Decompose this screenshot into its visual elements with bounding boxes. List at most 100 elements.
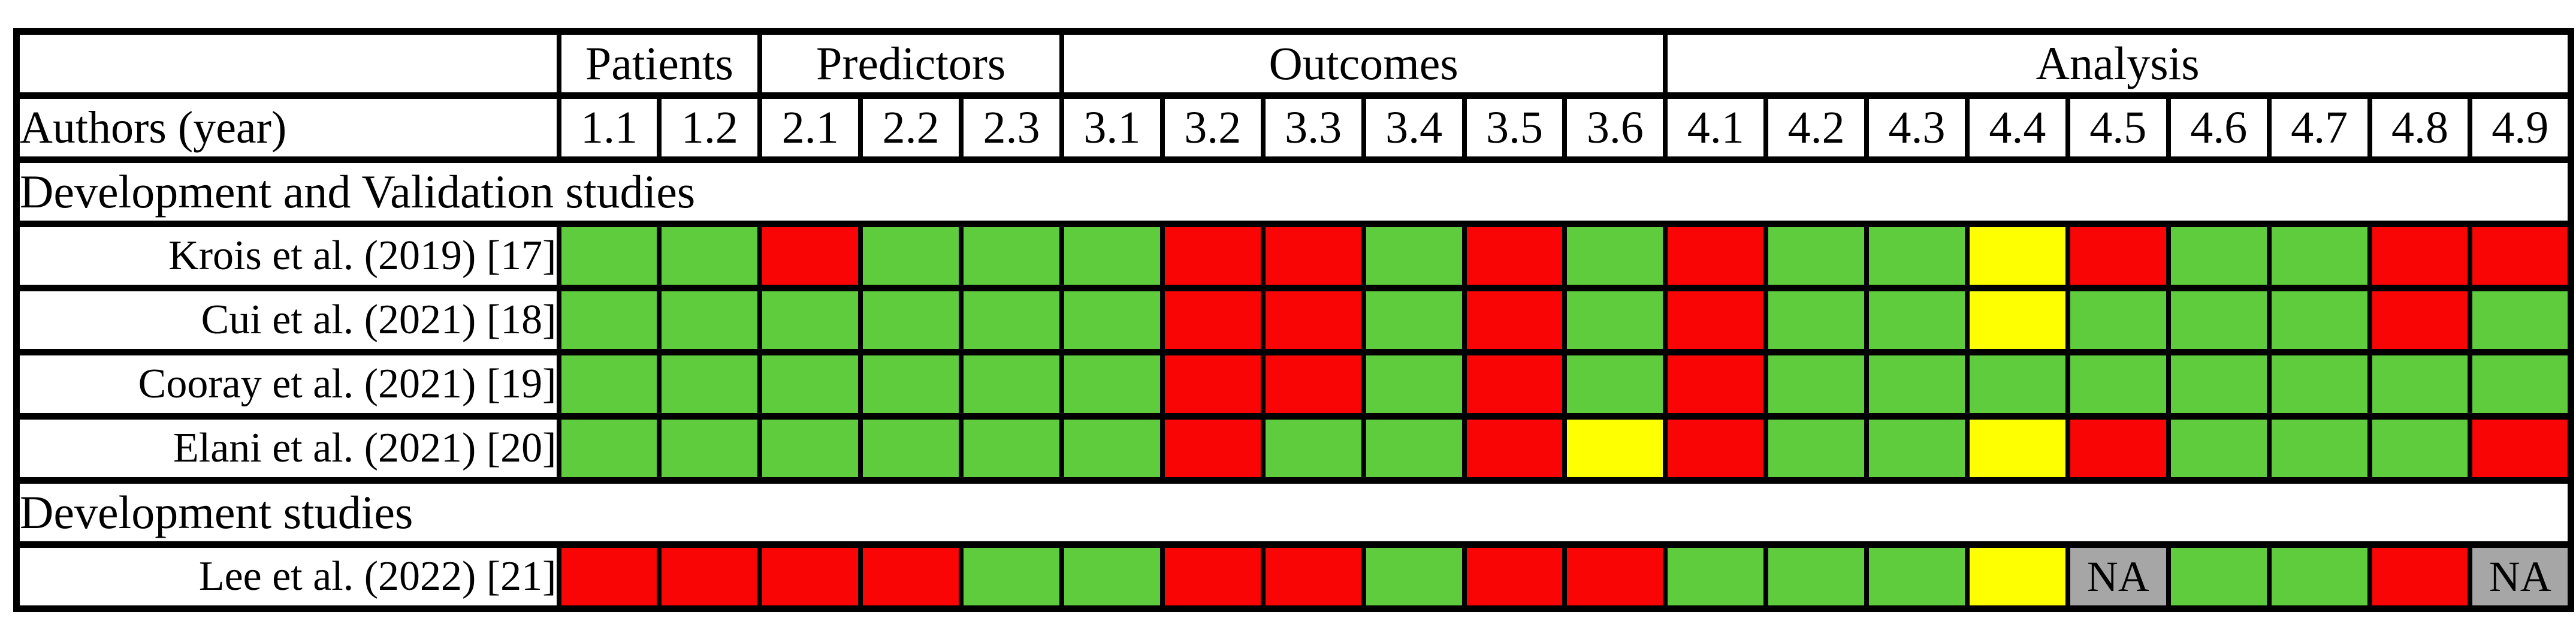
rating-cell-1-1	[556, 413, 662, 484]
domain-header-outcomes: Outcomes	[1059, 28, 1668, 99]
rating-cell-1-1	[556, 349, 662, 420]
question-header-2-1: 2.1	[757, 92, 863, 163]
rating-cell-1-2	[657, 221, 763, 291]
rating-cell-3-5	[1461, 221, 1568, 291]
rating-cell-3-3	[1260, 221, 1366, 291]
author-cell: Elani et al. (2021) [20]	[14, 413, 561, 484]
rating-cell-4-9: NA	[2468, 541, 2574, 612]
risk-of-bias-table-figure: Patients Predictors Outcomes Analysis Author…	[13, 28, 2574, 612]
question-header-4-6: 4.6	[2166, 92, 2272, 163]
rating-cell-4-3	[1864, 541, 1970, 612]
question-header-4-3: 4.3	[1864, 92, 1970, 163]
rating-cell-4-9	[2468, 285, 2574, 355]
rating-cell-4-5	[2065, 221, 2171, 291]
rating-cell-1-2	[657, 413, 763, 484]
rating-cell-3-5	[1461, 349, 1568, 420]
question-header-2-2: 2.2	[858, 92, 964, 163]
section-row: Development studies	[14, 477, 2574, 548]
rating-cell-4-3	[1864, 349, 1970, 420]
question-header-4-1: 4.1	[1663, 92, 1769, 163]
rating-cell-4-4	[1964, 285, 2070, 355]
question-header-1-2: 1.2	[657, 92, 763, 163]
rating-cell-4-6	[2166, 541, 2272, 612]
rating-cell-3-4	[1361, 541, 1467, 612]
rating-cell-3-6	[1562, 413, 1668, 484]
rating-cell-2-1	[757, 413, 863, 484]
rating-cell-4-2	[1763, 349, 1870, 420]
rating-cell-3-6	[1562, 349, 1668, 420]
question-header-3-4: 3.4	[1361, 92, 1467, 163]
rating-cell-3-2	[1159, 221, 1266, 291]
rating-cell-4-8	[2367, 413, 2473, 484]
rating-cell-4-4	[1964, 541, 2070, 612]
rating-cell-1-1	[556, 221, 662, 291]
question-header-4-2: 4.2	[1763, 92, 1870, 163]
rating-cell-3-2	[1159, 541, 1266, 612]
question-header-3-3: 3.3	[1260, 92, 1366, 163]
rating-cell-4-5	[2065, 349, 2171, 420]
author-cell: Lee et al. (2022) [21]	[14, 541, 561, 612]
rating-cell-4-1	[1663, 413, 1769, 484]
rating-cell-2-1	[757, 221, 863, 291]
rating-cell-4-1	[1663, 285, 1769, 355]
rating-cell-4-7	[2266, 413, 2372, 484]
rating-cell-2-3	[959, 221, 1064, 291]
rating-cell-3-4	[1361, 285, 1467, 355]
domain-header-predictors: Predictors	[757, 28, 1064, 99]
rating-cell-3-5	[1461, 285, 1568, 355]
rating-cell-3-3	[1260, 413, 1366, 484]
question-header-3-5: 3.5	[1461, 92, 1568, 163]
rating-cell-4-2	[1763, 285, 1870, 355]
authors-header-cell: Authors (year)	[14, 92, 561, 163]
rating-cell-2-2	[858, 221, 964, 291]
question-header-2-3: 2.3	[959, 92, 1064, 163]
rating-cell-3-1	[1059, 349, 1165, 420]
rating-cell-4-2	[1763, 413, 1870, 484]
rating-cell-4-7	[2266, 349, 2372, 420]
rating-cell-4-4	[1964, 413, 2070, 484]
rating-cell-4-9	[2468, 413, 2574, 484]
question-header-4-5: 4.5	[2065, 92, 2171, 163]
rating-cell-4-9	[2468, 221, 2574, 291]
table-row: Cooray et al. (2021) [19]	[14, 349, 2574, 420]
rating-cell-3-3	[1260, 349, 1366, 420]
rating-cell-2-1	[757, 349, 863, 420]
rating-cell-3-6	[1562, 541, 1668, 612]
rating-cell-2-3	[959, 349, 1064, 420]
question-header-3-6: 3.6	[1562, 92, 1668, 163]
rating-cell-3-5	[1461, 541, 1568, 612]
rating-cell-3-1	[1059, 285, 1165, 355]
rating-cell-3-1	[1059, 221, 1165, 291]
rating-cell-3-2	[1159, 413, 1266, 484]
rating-cell-2-2	[858, 413, 964, 484]
author-cell: Cooray et al. (2021) [19]	[14, 349, 561, 420]
rating-cell-4-7	[2266, 285, 2372, 355]
rating-cell-3-4	[1361, 221, 1467, 291]
rating-cell-3-3	[1260, 541, 1366, 612]
rating-cell-4-2	[1763, 541, 1870, 612]
rating-cell-2-2	[858, 285, 964, 355]
rating-cell-4-8	[2367, 221, 2473, 291]
rating-cell-4-6	[2166, 413, 2272, 484]
rating-cell-1-1	[556, 285, 662, 355]
rating-cell-4-1	[1663, 541, 1769, 612]
domain-header-row: Patients Predictors Outcomes Analysis	[14, 28, 2574, 99]
rating-cell-4-8	[2367, 285, 2473, 355]
table-row: Elani et al. (2021) [20]	[14, 413, 2574, 484]
rating-cell-4-8	[2367, 349, 2473, 420]
rating-cell-3-2	[1159, 285, 1266, 355]
question-header-4-7: 4.7	[2266, 92, 2372, 163]
rating-cell-3-4	[1361, 349, 1467, 420]
rating-cell-3-6	[1562, 285, 1668, 355]
rating-cell-2-2	[858, 541, 964, 612]
question-header-3-2: 3.2	[1159, 92, 1266, 163]
rating-cell-2-2	[858, 349, 964, 420]
question-header-4-4: 4.4	[1964, 92, 2070, 163]
rating-cell-3-2	[1159, 349, 1266, 420]
rating-cell-4-3	[1864, 221, 1970, 291]
rating-cell-3-1	[1059, 413, 1165, 484]
rating-cell-4-6	[2166, 349, 2272, 420]
rating-cell-4-8	[2367, 541, 2473, 612]
rating-cell-4-1	[1663, 349, 1769, 420]
rating-cell-4-2	[1763, 221, 1870, 291]
